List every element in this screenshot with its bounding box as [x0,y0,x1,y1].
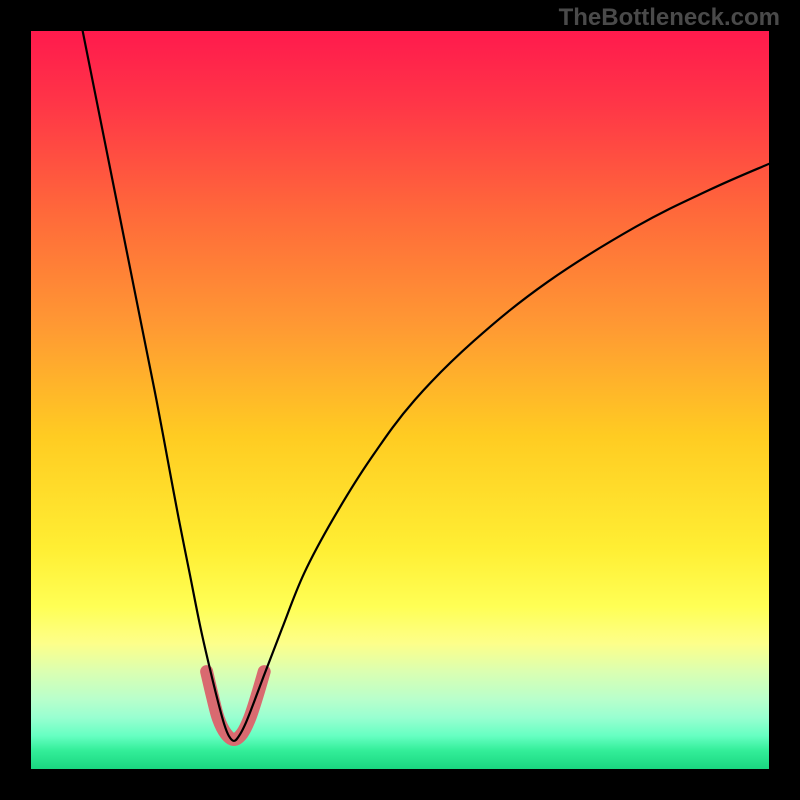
highlight-segment [207,672,265,740]
watermark-text: TheBottleneck.com [559,4,780,32]
bottleneck-curve [83,31,769,741]
chart-svg [0,0,800,800]
canvas: TheBottleneck.com [0,0,800,800]
